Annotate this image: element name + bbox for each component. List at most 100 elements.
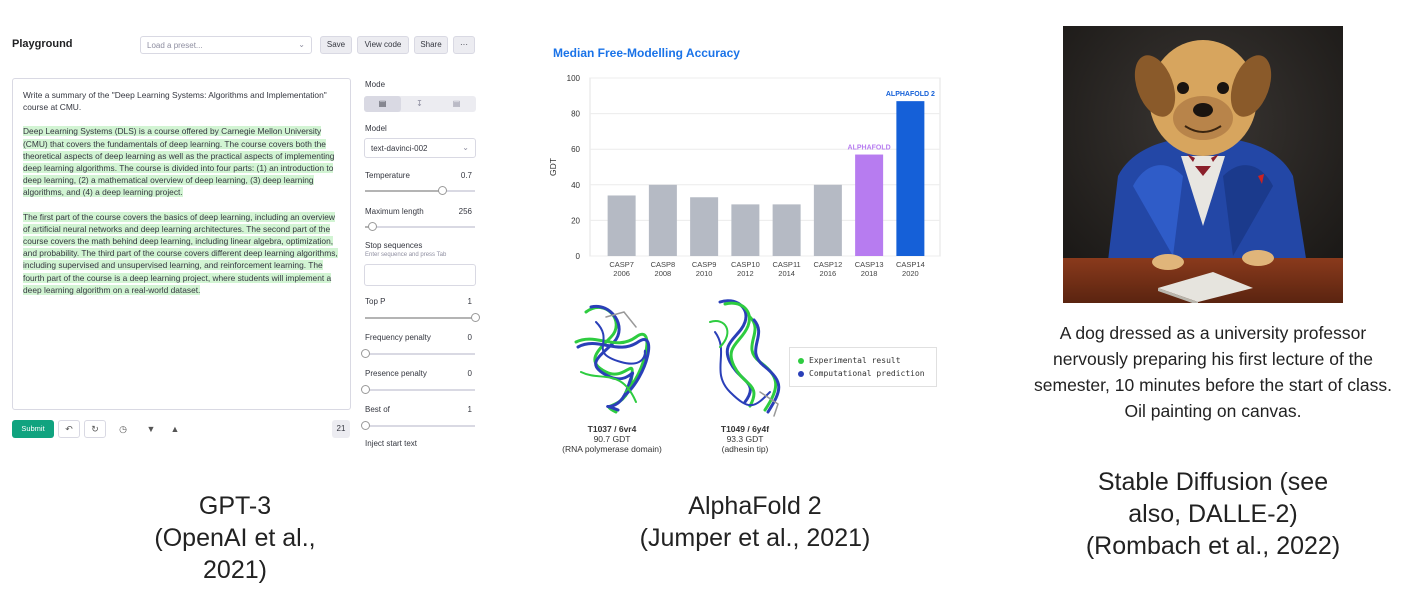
top-p-slider[interactable] (365, 313, 480, 322)
x-tick-label: CASP10 (731, 260, 760, 269)
completion-paragraph-1: Deep Learning Systems (DLS) is a course … (23, 126, 335, 198)
prompt-text: Write a summary of the "Deep Learning Sy… (23, 90, 327, 113)
thumbs-up-icon[interactable]: ▲ (170, 424, 180, 434)
max-length-slider[interactable] (365, 222, 475, 231)
slider-thumb[interactable] (367, 222, 377, 231)
frequency-penalty-value: 0 (467, 333, 472, 342)
thumbs-down-icon[interactable]: ▼ (146, 424, 156, 434)
caption-alphafold: AlphaFold 2 (Jumper et al., 2021) (600, 490, 910, 554)
x-tick-year: 2020 (902, 269, 919, 278)
slider-thumb[interactable] (361, 385, 370, 394)
slider-thumb[interactable] (471, 313, 480, 322)
caption-line: (Jumper et al., 2021) (639, 524, 871, 552)
model-select[interactable]: text-davinci-002 ⌄ (364, 138, 476, 158)
top-p-value: 1 (467, 297, 472, 306)
caption-line: (Rombach et al., 2022) (1085, 532, 1341, 560)
plot-frame (589, 77, 941, 257)
x-tick-year: 2006 (613, 269, 630, 278)
legend-computational-label: Computational prediction (809, 369, 925, 378)
mode-insert-icon[interactable]: ↧ (416, 99, 423, 108)
chevron-down-icon: ⌄ (298, 40, 305, 49)
slider-thumb[interactable] (361, 349, 370, 358)
x-tick-label: CASP12 (813, 260, 842, 269)
y-tick-label: 80 (571, 110, 580, 119)
temperature-label: Temperature (365, 171, 410, 180)
bar-casp11 (772, 204, 801, 256)
stop-sequences-hint: Enter sequence and press Tab (365, 252, 447, 258)
stop-sequences-label: Stop sequences (365, 241, 423, 250)
max-length-label: Maximum length (365, 207, 424, 216)
caption-gpt3: GPT-3 (OpenAI et al., 2021) (110, 490, 360, 586)
save-button[interactable]: Save (320, 36, 352, 54)
bar-casp13 (855, 154, 884, 256)
view-code-button[interactable]: View code (357, 36, 409, 54)
regenerate-icon[interactable]: ↻ (84, 420, 106, 438)
chart-title: Median Free-Modelling Accuracy (553, 46, 740, 60)
protein-id: T1037 / 6vr4 (587, 424, 637, 434)
slider-fill (365, 190, 442, 192)
max-length-value: 256 (458, 207, 472, 216)
protein-caption-1: T1037 / 6vr4 90.7 GDT (RNA polymerase do… (548, 424, 676, 454)
preset-placeholder: Load a preset... (147, 41, 203, 50)
accuracy-bar-chart: 020406080100GDTCASP72006CASP82008CASP920… (548, 74, 941, 278)
legend-experimental-label: Experimental result (809, 356, 901, 365)
slider-fill (365, 317, 475, 319)
best-of-slider[interactable] (361, 421, 475, 430)
structure-legend: Experimental result Computational predic… (789, 347, 937, 387)
x-tick-label: CASP9 (692, 260, 717, 269)
x-tick-year: 2010 (696, 269, 713, 278)
temperature-value: 0.7 (460, 171, 472, 180)
submit-button[interactable]: Submit (12, 420, 54, 438)
presence-penalty-slider[interactable] (361, 385, 475, 394)
x-tick-label: CASP8 (651, 260, 676, 269)
bar-annotation: ALPHAFOLD (848, 145, 891, 152)
prompt-editor[interactable]: Write a summary of the "Deep Learning Sy… (12, 78, 351, 410)
x-tick-year: 2016 (820, 269, 837, 278)
legend-dot-icon (798, 370, 804, 377)
x-tick-year: 2018 (861, 269, 878, 278)
preset-select[interactable]: Load a preset... ⌄ (140, 36, 312, 54)
slider-thumb[interactable] (438, 186, 447, 195)
x-tick-label: CASP14 (896, 260, 925, 269)
y-tick-label: 0 (576, 252, 581, 261)
history-icon[interactable]: ◷ (119, 424, 127, 434)
x-tick-label: CASP11 (773, 260, 801, 269)
mode-edit-icon[interactable]: ▤ (452, 99, 461, 108)
stop-sequences-input[interactable] (364, 264, 476, 286)
protein-id: T1049 / 6y4f (720, 424, 770, 434)
bar-casp10 (731, 204, 760, 256)
y-tick-label: 100 (567, 74, 581, 83)
mode-complete-icon[interactable]: ▤ (364, 96, 401, 112)
undo-icon[interactable]: ↶ (58, 420, 80, 438)
protein-caption-2: T1049 / 6y4f 93.3 GDT (adhesin tip) (690, 424, 800, 454)
protein-desc: (RNA polymerase domain) (562, 444, 662, 454)
protein-gdt: 93.3 GDT (726, 434, 764, 444)
presence-penalty-value: 0 (467, 369, 472, 378)
top-p-label: Top P (365, 297, 386, 306)
caption-line: (OpenAI et al., (154, 524, 316, 552)
protein-structure-t1037 (574, 304, 651, 414)
temperature-slider[interactable] (365, 186, 475, 195)
caption-line: Stable Diffusion (see (1097, 468, 1329, 496)
frequency-penalty-slider[interactable] (361, 349, 475, 358)
caption-line: GPT-3 (198, 492, 272, 520)
model-value: text-davinci-002 (371, 144, 428, 153)
slider-thumb[interactable] (361, 421, 370, 430)
x-tick-year: 2008 (655, 269, 672, 278)
protein-gdt: 90.7 GDT (593, 434, 631, 444)
y-axis-label: GDT (548, 158, 558, 176)
chevron-down-icon: ⌄ (462, 143, 469, 152)
y-tick-label: 40 (571, 181, 580, 190)
model-label: Model (365, 124, 387, 133)
protein-desc: (adhesin tip) (721, 444, 769, 454)
legend-computational: Computational prediction (798, 367, 928, 380)
caption-stable-diffusion: Stable Diffusion (see also, DALLE-2) (Ro… (1058, 466, 1368, 562)
share-button[interactable]: Share (414, 36, 448, 54)
presence-penalty-label: Presence penalty (365, 369, 427, 378)
y-tick-label: 60 (571, 145, 580, 154)
bar-casp9 (690, 197, 719, 256)
token-count: 21 (332, 420, 350, 438)
more-button[interactable]: ··· (453, 36, 475, 54)
x-tick-label: CASP7 (609, 260, 634, 269)
x-tick-year: 2012 (737, 269, 754, 278)
